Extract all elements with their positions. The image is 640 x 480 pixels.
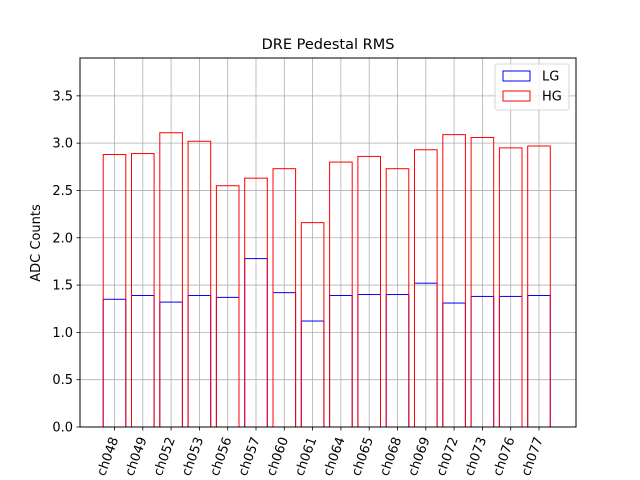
y-tick-label: 2.5: [52, 184, 73, 199]
x-tick-label: ch060: [264, 435, 292, 478]
x-tick-label: ch069: [406, 435, 434, 478]
legend-box: [494, 63, 570, 111]
x-tick-label: ch065: [349, 435, 377, 478]
y-tick-label: 1.0: [52, 326, 73, 341]
x-tick-label: ch076: [491, 435, 519, 478]
x-tick-label: ch048: [94, 435, 122, 478]
x-tick-label: ch072: [434, 435, 462, 478]
grid: [80, 58, 576, 428]
y-tick-label: 1.5: [52, 279, 73, 294]
legend-label-lg: LG: [542, 70, 559, 85]
axes-frame: [79, 57, 577, 428]
x-tick-label: ch073: [462, 435, 490, 478]
x-tick-label: ch056: [208, 435, 236, 478]
x-tick-label: ch064: [321, 435, 349, 478]
bars: [102, 132, 551, 428]
y-tick-label: 0.5: [52, 373, 73, 388]
y-tick-label: 3.0: [52, 137, 73, 152]
x-tick-label: ch057: [236, 435, 264, 478]
legend-swatch-hg: [502, 90, 531, 102]
chart-title: DRE Pedestal RMS: [262, 37, 395, 53]
x-tick-label: ch068: [377, 435, 405, 478]
legend-label-hg: HG: [542, 90, 562, 105]
x-tick-label: ch053: [179, 435, 207, 478]
x-tick-label: ch077: [519, 435, 547, 478]
x-tick-label: ch061: [293, 435, 321, 478]
y-axis-ticks: 0.0 0.5 1.0 1.5 2.0 2.5 3.0 3.5: [52, 89, 80, 436]
legend-swatch-lg: [502, 70, 531, 82]
x-axis-ticks: ch048 ch049 ch052 ch053 ch056 ch057 ch060 ch061…: [94, 427, 547, 478]
x-tick-label: ch049: [123, 435, 151, 478]
x-tick-label: ch052: [151, 435, 179, 478]
y-tick-label: 2.0: [52, 231, 73, 246]
legend: LG HG: [494, 63, 570, 111]
y-tick-label: 0.0: [52, 421, 73, 436]
y-tick-label: 3.5: [52, 89, 73, 104]
y-axis-label: ADC Counts: [29, 204, 44, 282]
